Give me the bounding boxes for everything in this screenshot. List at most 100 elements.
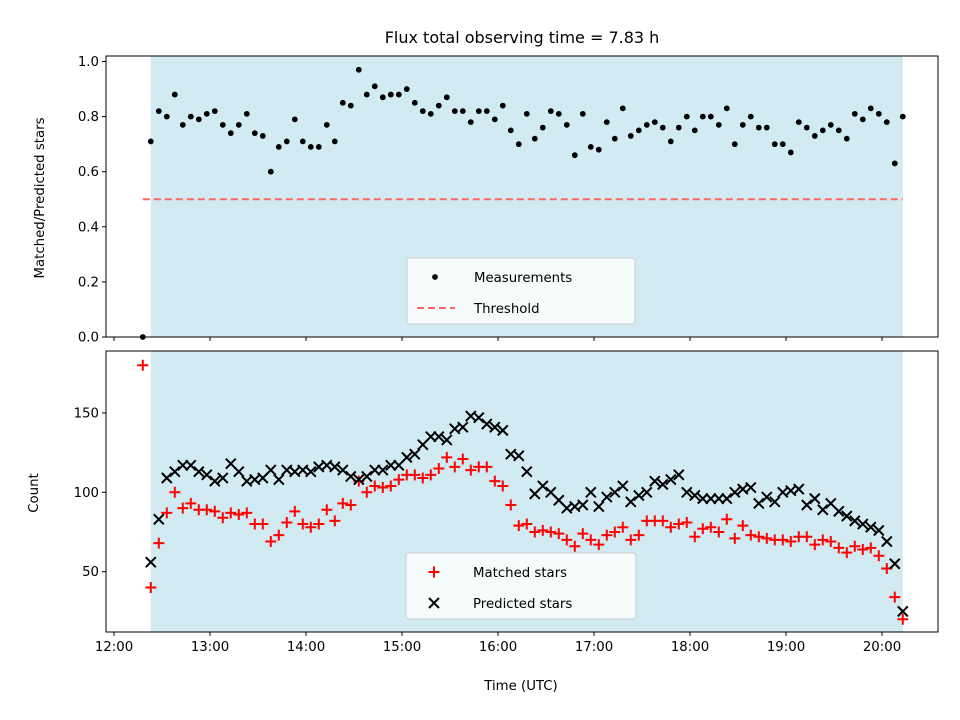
point-predicted-stars	[665, 473, 677, 486]
point-matched-stars	[481, 461, 493, 473]
point-predicted-stars	[649, 475, 661, 487]
point-measurements	[763, 124, 770, 131]
point-predicted-stars	[761, 491, 773, 503]
point-matched-stars	[729, 532, 741, 544]
point-predicted-stars	[513, 450, 525, 462]
point-measurements	[435, 102, 442, 109]
point-matched-stars	[457, 453, 469, 465]
x-tick-label: 20:00	[863, 640, 901, 655]
point-predicted-stars	[457, 421, 469, 433]
point-matched-stars	[801, 531, 813, 543]
point-measurements	[275, 144, 282, 150]
point-matched-stars	[529, 526, 541, 538]
point-matched-stars	[665, 521, 677, 533]
point-measurements	[819, 127, 826, 134]
point-matched-stars	[537, 524, 549, 536]
legend-label: Predicted stars	[473, 597, 572, 612]
point-predicted-stars	[657, 478, 669, 491]
point-measurements	[699, 113, 706, 120]
point-measurements	[843, 135, 850, 142]
point-matched-stars	[625, 534, 637, 546]
point-matched-stars	[345, 499, 357, 511]
point-matched-stars	[713, 526, 725, 538]
point-measurements	[579, 110, 586, 117]
point-matched-stars	[433, 462, 445, 474]
x-tick-label: 17:00	[575, 640, 613, 655]
point-matched-stars	[737, 520, 749, 532]
point-matched-stars	[257, 518, 269, 530]
point-predicted-stars	[409, 448, 421, 460]
point-measurements	[555, 110, 562, 117]
point-predicted-stars	[433, 431, 445, 443]
point-predicted-stars	[209, 475, 221, 487]
point-measurements	[387, 91, 394, 98]
point-measurements	[811, 132, 818, 139]
legend-label: Threshold	[473, 302, 540, 317]
point-predicted-stars	[265, 464, 277, 476]
point-predicted-stars	[193, 465, 205, 478]
point-predicted-stars	[865, 521, 877, 533]
point-matched-stars	[153, 537, 165, 549]
point-matched-stars	[337, 497, 349, 509]
point-predicted-stars	[489, 421, 501, 433]
point-measurements	[219, 121, 226, 128]
point-matched-stars	[289, 505, 301, 517]
point-predicted-stars	[233, 465, 245, 478]
point-measurements	[667, 138, 674, 145]
point-measurements	[251, 130, 258, 137]
point-measurements	[523, 110, 530, 117]
point-matched-stars	[425, 469, 437, 481]
point-matched-stars	[393, 474, 405, 486]
x-axis-label: Time (UTC)	[483, 679, 558, 694]
point-matched-stars	[681, 516, 693, 528]
point-matched-stars	[777, 534, 789, 546]
point-predicted-stars	[817, 504, 829, 516]
legend-box	[405, 552, 637, 620]
point-measurements	[299, 138, 306, 145]
point-matched-stars	[209, 505, 221, 517]
point-matched-stars	[417, 472, 429, 484]
point-measurements	[627, 132, 634, 139]
point-measurements	[731, 141, 738, 148]
point-matched-stars	[721, 513, 733, 525]
point-measurements	[291, 116, 298, 123]
legend-label: Measurements	[474, 271, 572, 286]
point-measurements	[491, 116, 498, 123]
y-axis-label-bottom: Count	[27, 473, 42, 513]
point-measurements	[835, 127, 842, 134]
point-matched-stars	[361, 486, 373, 498]
point-predicted-stars	[625, 496, 637, 508]
point-measurements	[443, 94, 450, 101]
point-predicted-stars	[441, 434, 453, 446]
point-measurements	[563, 121, 570, 128]
y-tick-label: 1.0	[78, 55, 99, 70]
point-matched-stars	[273, 529, 285, 541]
point-matched-stars	[409, 469, 421, 481]
point-predicted-stars	[889, 558, 901, 570]
point-predicted-stars	[145, 556, 157, 568]
point-measurements	[539, 124, 546, 131]
x-tick-label: 19:00	[767, 640, 805, 655]
point-measurements	[315, 144, 322, 150]
point-predicted-stars	[273, 473, 285, 486]
point-predicted-stars	[873, 524, 885, 537]
legend-swatch	[432, 274, 438, 280]
point-matched-stars	[313, 518, 325, 530]
point-measurements	[171, 91, 178, 98]
point-measurements	[547, 108, 554, 114]
point-predicted-stars	[337, 464, 349, 476]
point-measurements	[163, 113, 170, 120]
point-predicted-stars	[153, 513, 165, 525]
plot-frame	[105, 55, 939, 338]
point-measurements	[803, 124, 810, 131]
point-matched-stars	[241, 507, 253, 519]
plot-frame	[105, 350, 939, 633]
point-measurements	[147, 138, 154, 145]
point-predicted-stars	[745, 481, 757, 494]
point-measurements	[259, 132, 266, 139]
point-predicted-stars	[377, 464, 389, 476]
point-measurements	[179, 121, 186, 128]
point-predicted-stars	[769, 496, 781, 508]
point-matched-stars	[825, 536, 837, 548]
